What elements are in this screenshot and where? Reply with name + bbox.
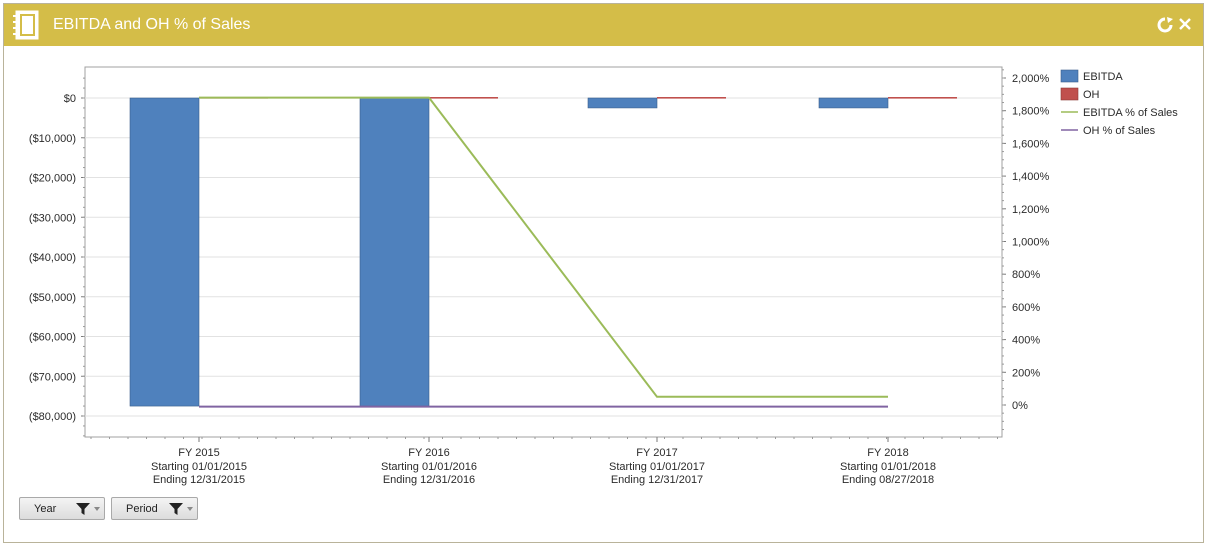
ebitda-bar (359, 97, 430, 407)
ebitda-bar (587, 97, 658, 109)
left-axis-tick-label: ($80,000) (29, 411, 76, 423)
funnel-icon (169, 503, 183, 515)
right-axis-tick-label: 200% (1012, 367, 1040, 379)
category-label-end: Ending 12/31/2015 (153, 474, 245, 486)
category-label-year: FY 2017 (636, 447, 677, 459)
plot-area (84, 66, 1003, 438)
period-filter-button[interactable]: Period (111, 497, 198, 520)
category-label-end: Ending 12/31/2017 (611, 474, 703, 486)
right-axis-tick-label: 2,000% (1012, 73, 1050, 85)
close-icon[interactable] (1177, 16, 1193, 32)
refresh-icon[interactable] (1157, 17, 1173, 33)
legend-swatch (1060, 69, 1079, 83)
legend-label: EBITDA (1083, 71, 1123, 83)
left-axis-tick-label: ($40,000) (29, 252, 76, 264)
legend-label: OH % of Sales (1083, 125, 1156, 137)
left-axis-tick-label: ($10,000) (29, 133, 76, 145)
left-axis-tick-label: ($30,000) (29, 212, 76, 224)
category-label-year: FY 2015 (178, 447, 219, 459)
ebitda-oh-chart: $0 ($10,000) ($20,000) ($30,000) ($40,000) ($… (29, 66, 1178, 486)
category-label-start: Starting 01/01/2017 (609, 461, 705, 473)
right-axis-tick-label: 600% (1012, 302, 1040, 314)
title-bar: EBITDA and OH % of Sales (4, 4, 1203, 46)
left-axis-tick-label: ($70,000) (29, 371, 76, 383)
oh-bar (657, 97, 726, 99)
category-label-end: Ending 12/31/2016 (383, 474, 475, 486)
right-axis-tick-label: 1,400% (1012, 171, 1050, 183)
chevron-down-icon (94, 507, 100, 511)
oh-bar (429, 97, 498, 99)
right-axis-tick-label: 0% (1012, 400, 1028, 412)
left-axis-tick-label: $0 (64, 93, 76, 105)
legend-swatch (1060, 87, 1079, 101)
left-axis-tick-label: ($20,000) (29, 173, 76, 185)
notebook-icon (13, 10, 39, 40)
right-axis-tick-label: 1,200% (1012, 204, 1050, 216)
funnel-icon (76, 503, 90, 515)
oh-bar (888, 97, 957, 99)
right-axis-tick-label: 400% (1012, 335, 1040, 347)
chart-panel: EBITDA and OH % of Sales $0 ($10,000) ($20… (3, 3, 1204, 543)
category-label-start: Starting 01/01/2016 (381, 461, 477, 473)
ebitda-bar (129, 97, 200, 407)
right-axis-tick-label: 1,000% (1012, 237, 1050, 249)
period-filter-label: Period (126, 503, 158, 515)
year-filter-label: Year (34, 503, 57, 515)
category-label-start: Starting 01/01/2018 (840, 461, 936, 473)
category-label-start: Starting 01/01/2015 (151, 461, 247, 473)
year-filter-button[interactable]: Year (19, 497, 105, 520)
ebitda-pct-line (199, 96, 888, 398)
window-title: EBITDA and OH % of Sales (53, 16, 251, 33)
ebitda-bar (818, 97, 889, 109)
legend-label: OH (1083, 89, 1100, 101)
left-axis-tick-label: ($50,000) (29, 292, 76, 304)
category-label-year: FY 2016 (408, 447, 449, 459)
legend-label: EBITDA % of Sales (1083, 107, 1178, 119)
category-label-end: Ending 08/27/2018 (842, 474, 934, 486)
right-axis-tick-label: 1,800% (1012, 106, 1050, 118)
right-axis-tick-label: 800% (1012, 269, 1040, 281)
left-axis-tick-label: ($60,000) (29, 332, 76, 344)
category-label-year: FY 2018 (867, 447, 908, 459)
chevron-down-icon (187, 507, 193, 511)
right-axis-tick-label: 1,600% (1012, 138, 1050, 150)
